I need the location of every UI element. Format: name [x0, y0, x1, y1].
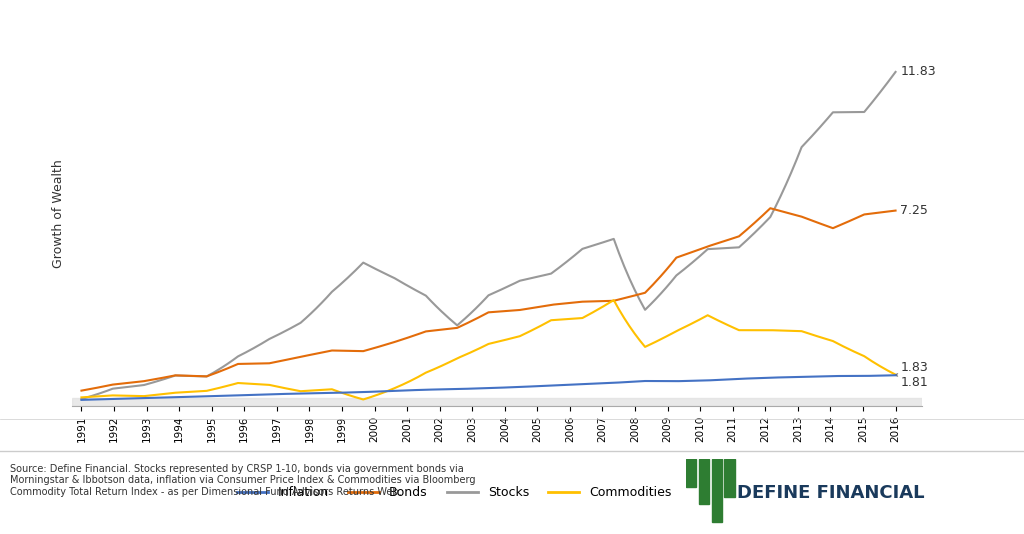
Text: 1.81: 1.81 [896, 375, 928, 389]
Bar [725, 459, 735, 498]
Text: 1.83: 1.83 [896, 360, 928, 375]
Bar [699, 459, 710, 504]
Bar [686, 459, 696, 487]
Text: Source: Define Financial. Stocks represented by CRSP 1-10, bonds via government : Source: Define Financial. Stocks represe… [10, 464, 476, 497]
Bar [712, 459, 722, 522]
Text: DEFINE FINANCIAL: DEFINE FINANCIAL [737, 484, 925, 501]
Text: 7.25: 7.25 [900, 204, 929, 217]
Text: 11.83: 11.83 [900, 66, 936, 78]
Legend: Inflation, Bonds, Stocks, Commodities: Inflation, Bonds, Stocks, Commodities [231, 481, 677, 504]
Y-axis label: Growth of Wealth: Growth of Wealth [52, 159, 65, 268]
Bar [72, 398, 922, 406]
